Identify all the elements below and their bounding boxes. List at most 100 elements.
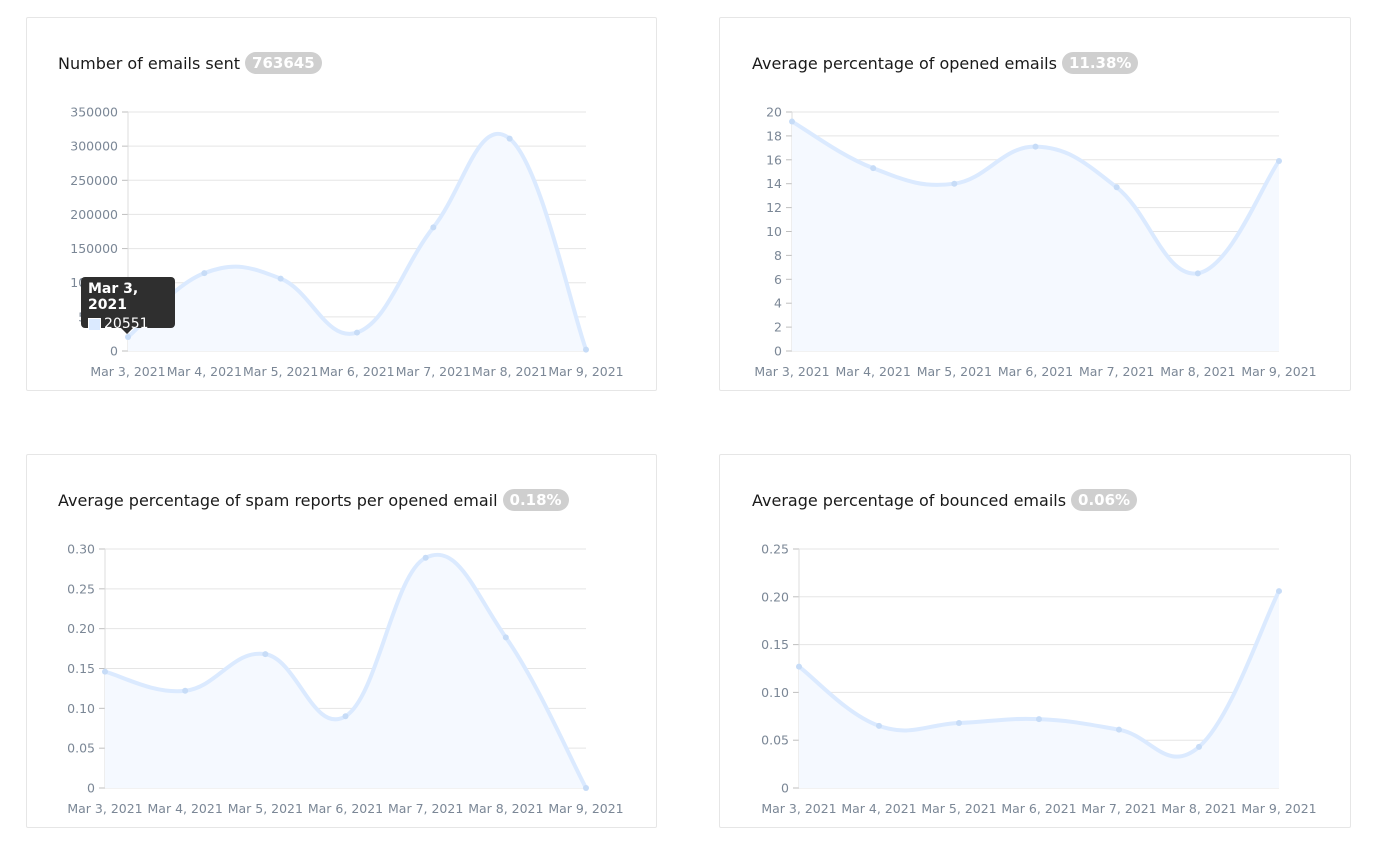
bounced-emails-chart[interactable]: 0 0.05 0.10 0.15 0.20 0.25 Mar 3, 2021 Mar 4, 2…: [720, 455, 1352, 829]
data-point[interactable]: [876, 722, 882, 729]
x-tick-label: Mar 3, 2021: [754, 364, 829, 379]
data-point[interactable]: [951, 180, 958, 187]
percentage-badge: 0.06%: [1071, 489, 1138, 511]
data-point[interactable]: [201, 270, 208, 277]
tooltip-title: Mar 3, 2021: [88, 281, 139, 313]
data-point[interactable]: [262, 651, 269, 658]
tooltip-series-swatch: [88, 317, 101, 331]
data-point[interactable]: [182, 687, 189, 694]
x-tick-label: Mar 5, 2021: [228, 801, 303, 816]
y-tick-label: 0.15: [761, 637, 789, 652]
y-tick-label: 250000: [70, 173, 118, 188]
y-tick-label: 0.25: [67, 581, 95, 596]
x-tick-label: Mar 4, 2021: [167, 364, 242, 379]
y-tick-label: 4: [774, 296, 782, 311]
series-line: [103, 552, 588, 790]
data-point[interactable]: [125, 333, 131, 340]
y-tick-label: 8: [774, 248, 782, 263]
chart-title-text: Average percentage of bounced emails: [752, 490, 1067, 510]
y-tick-label: 0.05: [761, 733, 789, 748]
data-point[interactable]: [1032, 143, 1039, 150]
chart-title: Average percentage of spam reports per o…: [58, 489, 569, 511]
data-point[interactable]: [1036, 716, 1042, 723]
y-tick-label: 300000: [70, 139, 118, 154]
x-tick-label: Mar 8, 2021: [468, 801, 543, 816]
bounced-emails-card: Average percentage of bounced emails 0.0…: [719, 454, 1351, 828]
y-tick-label: 200000: [70, 207, 118, 222]
chart-title: Average percentage of opened emails 11.3…: [752, 52, 1139, 74]
y-tick-label: 0.15: [67, 661, 95, 676]
data-point[interactable]: [583, 785, 589, 791]
x-tick-label: Mar 8, 2021: [1161, 801, 1236, 816]
x-tick-label: Mar 9, 2021: [1241, 364, 1316, 379]
data-point[interactable]: [102, 668, 108, 675]
data-point[interactable]: [430, 224, 437, 231]
data-point[interactable]: [789, 118, 795, 125]
y-tick-label: 2: [774, 320, 782, 335]
y-tick-label: 10: [766, 224, 782, 239]
opened-emails-card: Average percentage of opened emails 11.3…: [719, 17, 1351, 391]
data-point[interactable]: [1113, 184, 1120, 191]
y-tick-label: 0.05: [67, 741, 95, 756]
y-tick-label: 0: [110, 344, 118, 359]
y-tick-label: 0: [781, 781, 789, 796]
x-tick-label: Mar 5, 2021: [921, 801, 996, 816]
y-tick-label: 0.10: [761, 685, 789, 700]
y-tick-label: 0.20: [761, 589, 789, 604]
series-area: [128, 133, 586, 351]
y-tick-label: 18: [766, 128, 782, 143]
data-point[interactable]: [1276, 157, 1282, 164]
total-badge: 763645: [245, 52, 322, 74]
data-point[interactable]: [506, 135, 513, 142]
x-tick-label: Mar 6, 2021: [998, 364, 1073, 379]
x-tick-label: Mar 7, 2021: [388, 801, 463, 816]
x-tick-label: Mar 9, 2021: [1241, 801, 1316, 816]
data-point[interactable]: [956, 719, 962, 726]
x-tick-label: Mar 9, 2021: [548, 364, 623, 379]
series-area: [799, 591, 1279, 788]
percentage-badge: 11.38%: [1061, 52, 1139, 74]
data-point[interactable]: [583, 346, 589, 353]
data-point[interactable]: [1194, 270, 1201, 277]
y-tick-label: 16: [766, 152, 782, 167]
data-point[interactable]: [796, 663, 802, 670]
data-point[interactable]: [354, 329, 360, 336]
tooltip-value: 20551: [104, 316, 149, 332]
data-point[interactable]: [870, 165, 877, 172]
data-point[interactable]: [342, 713, 349, 720]
spam-reports-chart[interactable]: 0 0.05 0.10 0.15 0.20 0.25 0.30 Mar 3, 2021 Mar …: [27, 455, 658, 829]
y-tick-label: 0: [87, 781, 95, 796]
data-point[interactable]: [1116, 726, 1122, 733]
x-tick-label: Mar 6, 2021: [308, 801, 383, 816]
data-point[interactable]: [422, 554, 429, 561]
series-area: [792, 121, 1279, 351]
x-tick-label: Mar 3, 2021: [90, 364, 165, 379]
data-point[interactable]: [277, 275, 284, 282]
x-tick-label: Mar 8, 2021: [1160, 364, 1235, 379]
y-tick-label: 0.30: [67, 542, 95, 557]
chart-title: Number of emails sent 763645: [58, 52, 322, 74]
y-tick-label: 150000: [70, 241, 118, 256]
y-tick-label: 0: [774, 344, 782, 359]
x-tick-label: Mar 7, 2021: [1081, 801, 1156, 816]
percentage-badge: 0.18%: [502, 489, 569, 511]
data-point[interactable]: [502, 634, 509, 641]
chart-title: Average percentage of bounced emails 0.0…: [752, 489, 1138, 511]
y-tick-label: 0.10: [67, 701, 95, 716]
x-tick-label: Mar 7, 2021: [1079, 364, 1154, 379]
x-tick-label: Mar 9, 2021: [548, 801, 623, 816]
x-tick-label: Mar 5, 2021: [917, 364, 992, 379]
data-point[interactable]: [1196, 743, 1202, 750]
x-tick-label: Mar 6, 2021: [1001, 801, 1076, 816]
chart-title-text: Number of emails sent: [58, 53, 241, 73]
emails-sent-card: Number of emails sent 763645 05000010000…: [26, 17, 657, 391]
y-tick-label: 12: [766, 200, 782, 215]
opened-emails-chart[interactable]: 0 2 4 6 8 10 12 14 16 18 20 Mar 3, 2021 Mar 4, 2021 M…: [720, 18, 1352, 392]
x-tick-label: Mar 4, 2021: [841, 801, 916, 816]
y-tick-label: 350000: [70, 105, 118, 120]
series-area: [105, 554, 586, 788]
emails-sent-chart[interactable]: 0500001000001500002000002500003000003500…: [27, 18, 658, 392]
data-point[interactable]: [1276, 588, 1282, 595]
chart-title-text: Average percentage of spam reports per o…: [58, 490, 498, 510]
x-tick-label: Mar 3, 2021: [761, 801, 836, 816]
